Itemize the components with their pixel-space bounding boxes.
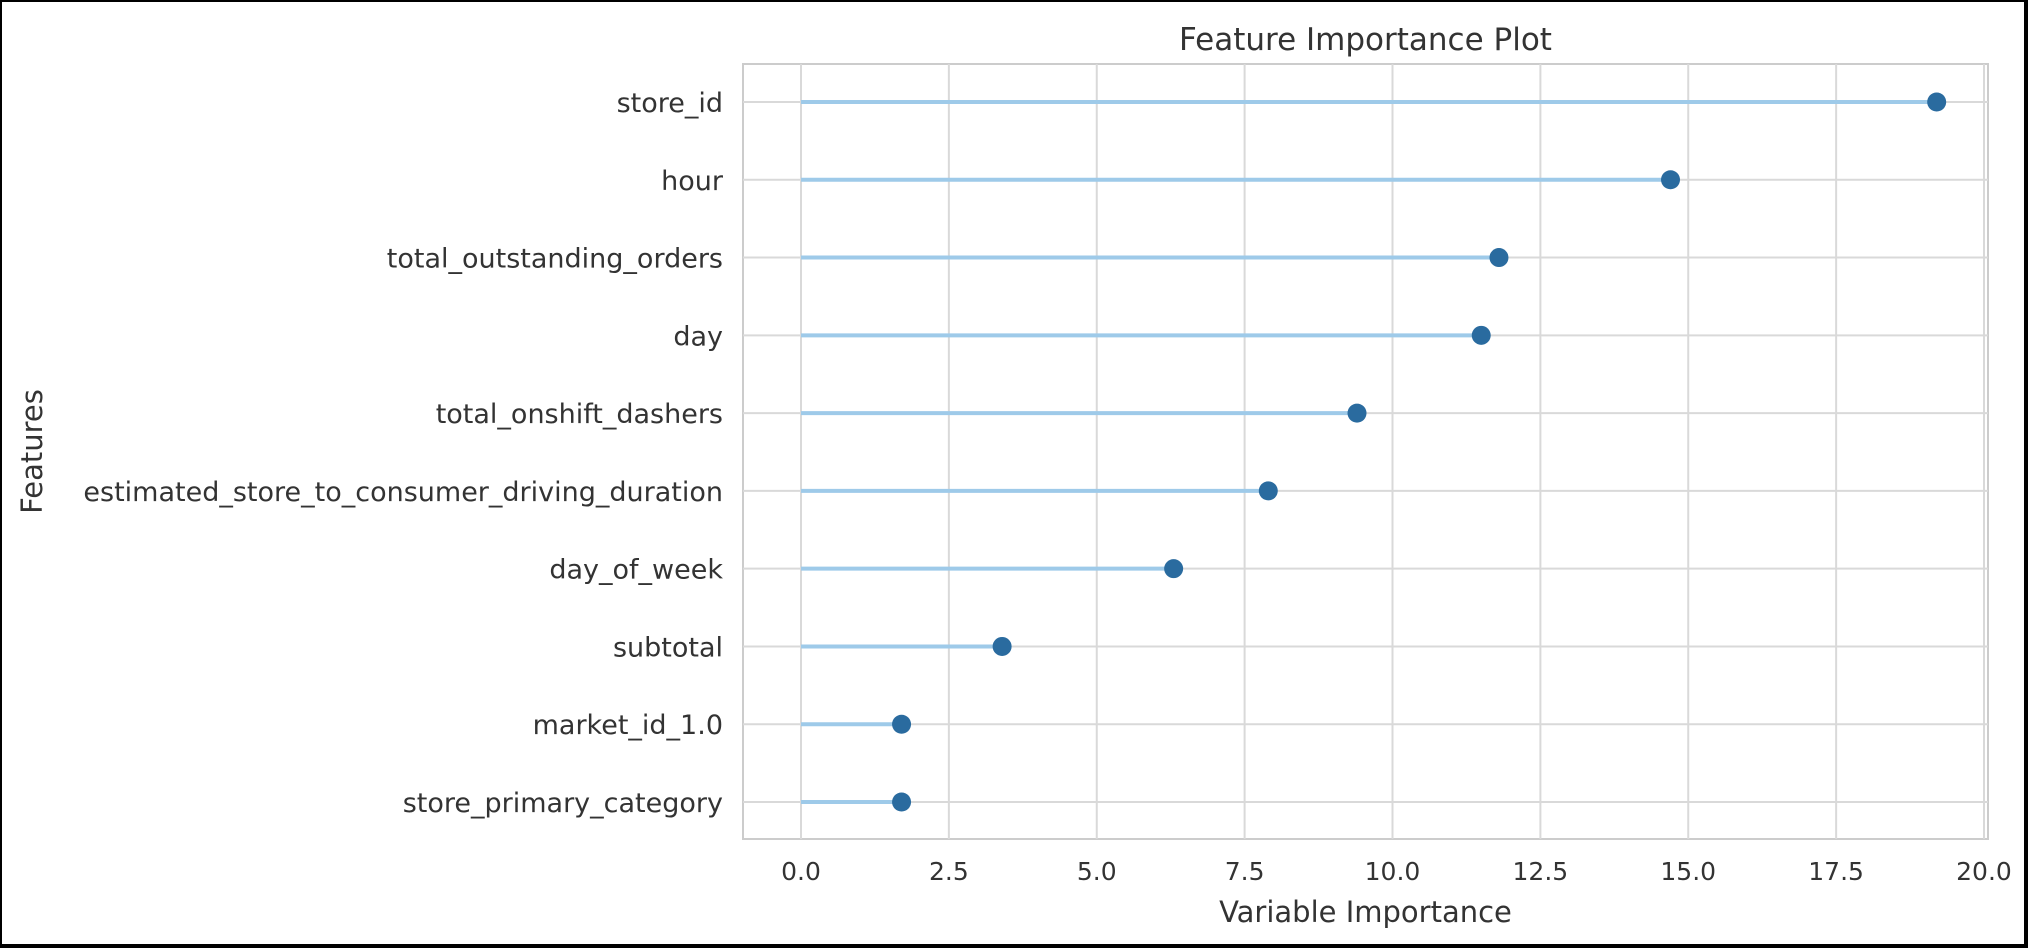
x-tick-label: 12.5 xyxy=(1513,857,1569,886)
y-tick-label: total_onshift_dashers xyxy=(436,399,723,430)
y-tick-label: total_outstanding_orders xyxy=(387,244,723,275)
x-tick-label: 0.0 xyxy=(781,857,821,886)
marker-store_primary_category xyxy=(892,792,912,812)
y-tick-label: store_id xyxy=(617,88,723,119)
x-tick-label: 17.5 xyxy=(1808,857,1864,886)
marker-total_onshift_dashers xyxy=(1347,403,1367,423)
x-axis-label: Variable Importance xyxy=(1219,895,1512,929)
marker-estimated_store_to_consumer_driving_duration xyxy=(1258,481,1278,501)
x-tick-label: 10.0 xyxy=(1365,857,1421,886)
y-axis-label: Features xyxy=(15,389,49,514)
y-tick-label: day xyxy=(673,321,723,352)
marker-day xyxy=(1471,325,1491,345)
x-tick-labels: 0.0 2.5 5.0 7.5 10.0 12.5 15.0 17.5 20.0 xyxy=(781,857,2012,886)
marker-day_of_week xyxy=(1164,559,1184,579)
x-tick-label: 15.0 xyxy=(1660,857,1716,886)
y-tick-label: store_primary_category xyxy=(403,788,723,819)
plot-area xyxy=(742,63,1989,840)
marker-subtotal xyxy=(992,636,1012,656)
markers xyxy=(892,92,1947,812)
x-tick-label: 20.0 xyxy=(1956,857,2012,886)
marker-store_id xyxy=(1927,92,1947,112)
chart-title: Feature Importance Plot xyxy=(1179,22,1552,58)
marker-total_outstanding_orders xyxy=(1489,248,1509,268)
y-tick-label: market_id_1.0 xyxy=(533,710,723,741)
x-tick-label: 7.5 xyxy=(1225,857,1265,886)
marker-market_id_1.0 xyxy=(892,714,912,734)
stems xyxy=(801,100,1937,804)
y-tick-label: subtotal xyxy=(613,632,723,663)
x-tick-label: 5.0 xyxy=(1077,857,1117,886)
marker-hour xyxy=(1661,170,1681,190)
y-tick-label: day_of_week xyxy=(549,555,723,586)
x-tick-label: 2.5 xyxy=(929,857,969,886)
y-tick-label: hour xyxy=(661,166,724,197)
y-tick-label: estimated_store_to_consumer_driving_dura… xyxy=(83,477,723,508)
